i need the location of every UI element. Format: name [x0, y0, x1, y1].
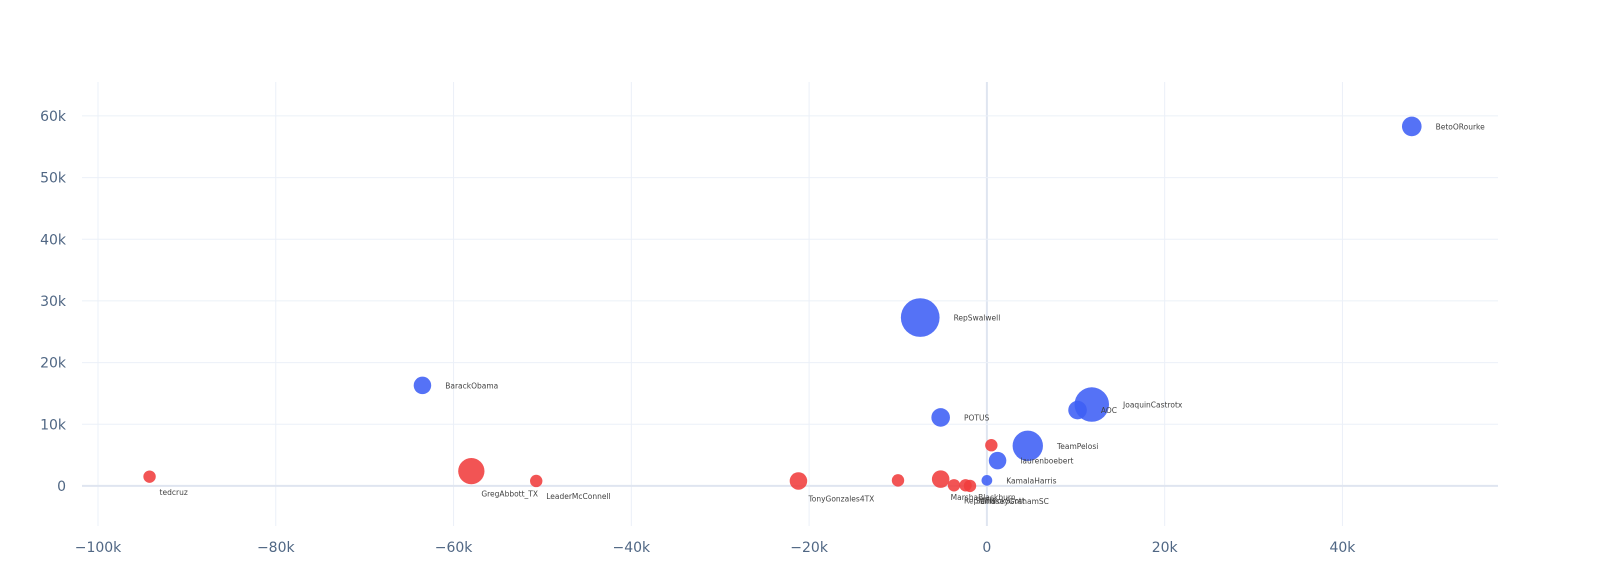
y-tick-label: 0: [57, 479, 66, 495]
y-tick-label: 30k: [40, 294, 67, 310]
point-label: AOC: [1101, 406, 1117, 415]
x-tick-label: −100k: [75, 540, 122, 556]
x-tick-label: −20k: [790, 540, 829, 556]
point-label: GregAbbott_TX: [481, 489, 538, 498]
grid-layer: [82, 82, 1498, 526]
bubble-point: [900, 298, 940, 337]
bubble-point: [458, 457, 485, 485]
point-label: RepSwalwell: [954, 314, 1001, 323]
bubble-point: [988, 451, 1007, 470]
point-label: BarackObama: [445, 381, 498, 390]
point-label: TeamPelosi: [1056, 442, 1098, 451]
point-label: TonyGonzales4TX: [807, 495, 874, 504]
bubble-point: [143, 470, 156, 483]
bubble-point: [789, 472, 808, 490]
point-label: BetoORourke: [1436, 122, 1486, 131]
bubble-point: [530, 474, 543, 488]
point-label: RepMTG: [964, 496, 995, 505]
bubble-point: [963, 479, 977, 493]
bubble-point: [947, 479, 961, 492]
bubble-point: [1068, 400, 1087, 420]
bubble-point: [1012, 430, 1043, 462]
tick-layer: −100k −80k −60k −40k −20k 0 20k 40k 0 10k 20k 30k 40…: [40, 109, 1356, 556]
y-tick-label: 40k: [40, 232, 67, 248]
point-label: tedcruz: [160, 488, 188, 497]
x-tick-label: 0: [982, 540, 991, 556]
point-label: LindseyGrahamSC: [980, 497, 1049, 506]
bubble-point: [891, 474, 905, 487]
point-label: POTUS: [964, 413, 989, 422]
bubble-point: [413, 376, 432, 395]
point-label: SenRickScott: [976, 496, 1025, 505]
bubble-point: [931, 408, 950, 427]
x-tick-label: 20k: [1152, 540, 1179, 556]
bubble-point: [985, 439, 998, 452]
bubble-point: [1401, 116, 1422, 137]
y-tick-label: 60k: [40, 109, 67, 125]
x-tick-label: −80k: [257, 540, 296, 556]
bubble-point: [931, 470, 950, 488]
bubble-point: [981, 474, 993, 486]
x-tick-label: −60k: [435, 540, 474, 556]
x-tick-label: −40k: [613, 540, 652, 556]
y-tick-label: 50k: [40, 171, 67, 187]
point-label: laurenboebert: [1020, 457, 1073, 466]
y-tick-label: 20k: [40, 356, 67, 372]
point-label: JoaquinCastrotx: [1122, 401, 1183, 410]
point-label: KamalaHarris: [1006, 476, 1056, 485]
point-label: MarshaBlackburn: [951, 493, 1016, 502]
y-tick-label: 10k: [40, 417, 67, 433]
point-label: LeaderMcConnell: [546, 492, 610, 501]
label-layer: BetoORourke RepSwalwell BarackObama Joaquin…: [160, 122, 1486, 506]
x-tick-label: 40k: [1329, 540, 1356, 556]
point-layer: [143, 116, 1422, 493]
